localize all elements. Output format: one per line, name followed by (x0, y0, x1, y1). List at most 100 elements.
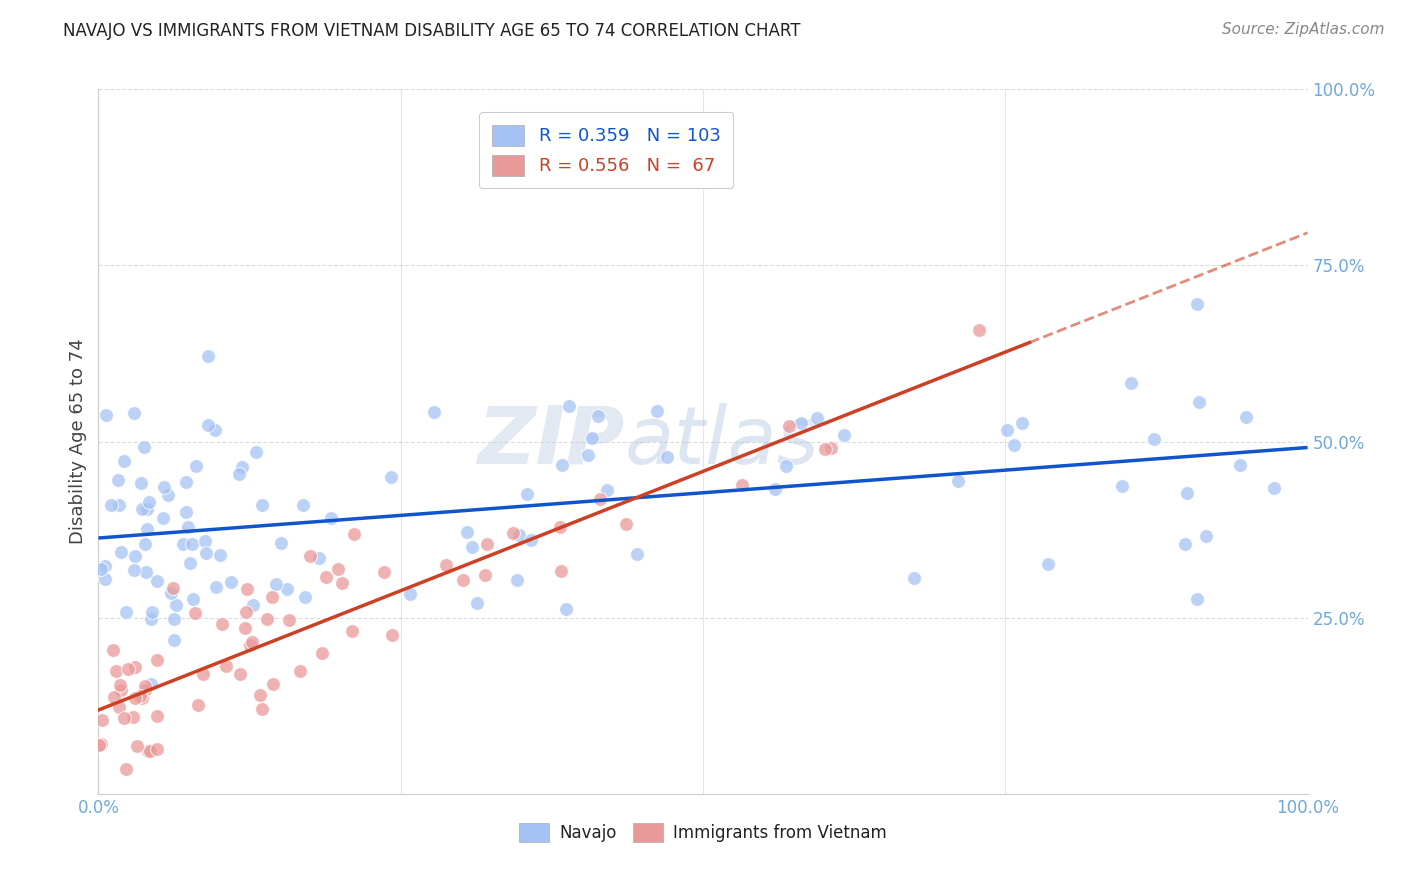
Point (589, 491, 612, 506)
Point (124, 563, 146, 577)
Text: Source: ZipAtlas.com: Source: ZipAtlas.com (1222, 22, 1385, 37)
Point (311, 646, 333, 660)
Point (163, 633, 186, 648)
Point (197, 349, 219, 363)
Point (94, 408, 117, 422)
Point (595, 483, 617, 498)
Point (477, 537, 499, 551)
Point (315, 570, 337, 584)
Point (187, 698, 209, 713)
Point (94, 572, 117, 586)
Point (731, 478, 754, 492)
Point (157, 488, 180, 502)
Point (330, 576, 353, 591)
Point (146, 653, 169, 667)
Point (100, 498, 122, 512)
Point (1185, 591, 1208, 606)
Point (236, 582, 259, 597)
Point (946, 474, 969, 488)
Point (381, 628, 404, 642)
Point (264, 576, 287, 591)
Point (245, 445, 267, 459)
Point (903, 571, 925, 585)
Point (110, 544, 132, 558)
Point (588, 409, 610, 423)
Point (778, 419, 800, 434)
Point (967, 323, 990, 337)
Point (1188, 395, 1211, 409)
Point (134, 683, 156, 698)
Point (270, 535, 292, 549)
Point (581, 431, 603, 445)
Point (184, 458, 207, 473)
Point (177, 520, 200, 534)
Point (146, 709, 169, 723)
Point (655, 450, 678, 464)
Text: ZIP: ZIP (477, 402, 624, 481)
Point (131, 502, 153, 516)
Point (180, 537, 202, 551)
Point (373, 566, 395, 580)
Point (614, 517, 637, 532)
Point (262, 677, 284, 691)
Text: atlas: atlas (624, 402, 820, 481)
Point (194, 546, 217, 560)
Point (235, 605, 257, 619)
Point (502, 526, 524, 541)
Point (505, 574, 527, 588)
Point (1174, 537, 1197, 551)
Point (172, 536, 194, 550)
Point (1143, 432, 1166, 446)
Point (107, 473, 129, 487)
Point (122, 406, 145, 420)
Point (153, 480, 176, 494)
Point (260, 590, 283, 604)
Text: NAVAJO VS IMMIGRANTS FROM VIETNAM DISABILITY AGE 65 TO 74 CORRELATION CHART: NAVAJO VS IMMIGRANTS FROM VIETNAM DISABI… (63, 22, 801, 40)
Point (558, 400, 581, 414)
Point (461, 541, 484, 555)
Point (135, 565, 157, 579)
Point (340, 624, 363, 638)
Point (136, 744, 159, 758)
Point (112, 454, 135, 468)
Point (184, 606, 207, 620)
Point (775, 459, 797, 474)
Point (181, 592, 204, 607)
Point (239, 639, 262, 653)
Point (1175, 486, 1198, 500)
Point (131, 691, 153, 706)
Point (138, 495, 160, 509)
Point (806, 411, 828, 425)
Point (162, 581, 184, 595)
Point (229, 667, 252, 681)
Point (179, 556, 201, 570)
Point (176, 475, 198, 489)
Point (121, 710, 143, 724)
Point (90, 737, 112, 751)
Point (231, 459, 253, 474)
Point (508, 527, 530, 541)
Point (124, 660, 146, 674)
Point (790, 416, 813, 430)
Point (115, 605, 138, 619)
Point (1234, 409, 1257, 424)
Point (176, 505, 198, 519)
Legend: Navajo, Immigrants from Vietnam: Navajo, Immigrants from Vietnam (512, 816, 894, 849)
Point (290, 665, 312, 679)
Point (520, 533, 543, 547)
Point (516, 487, 538, 501)
Point (204, 424, 226, 438)
Point (645, 404, 668, 418)
Point (763, 483, 786, 497)
Point (90, 562, 112, 576)
Point (129, 475, 152, 490)
Point (215, 659, 238, 673)
Point (813, 442, 835, 457)
Point (276, 582, 298, 597)
Point (108, 498, 131, 512)
Point (235, 621, 257, 635)
Point (1263, 481, 1285, 495)
Point (321, 511, 343, 525)
Point (134, 537, 156, 551)
Point (465, 596, 488, 610)
